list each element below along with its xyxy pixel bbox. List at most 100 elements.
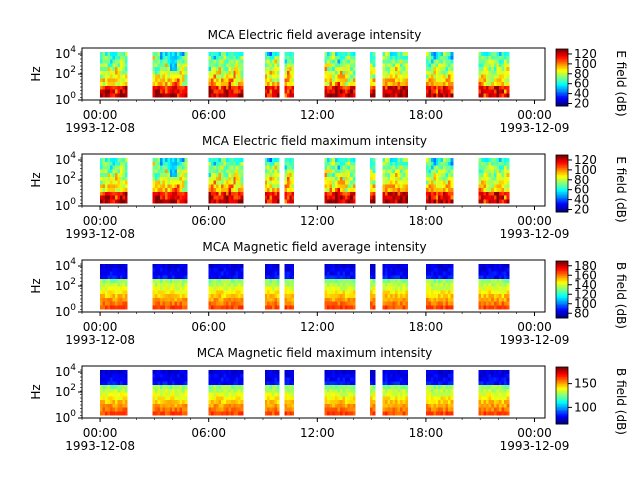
heatmap-cell xyxy=(395,294,399,299)
heatmap-cell xyxy=(225,74,229,79)
heatmap-cell xyxy=(369,297,373,302)
heatmap-cell xyxy=(440,403,444,408)
heatmap-cell xyxy=(504,74,507,79)
heatmap-cell xyxy=(220,173,224,178)
heatmap-cell xyxy=(105,191,108,196)
heatmap-cell xyxy=(445,370,449,375)
heatmap-cell xyxy=(213,176,217,181)
heatmap-cell xyxy=(329,400,333,405)
heatmap-cell xyxy=(172,184,176,189)
heatmap-cell xyxy=(157,271,161,276)
colorbar-step xyxy=(556,296,568,299)
heatmap-cell xyxy=(350,165,354,170)
heatmap-cell xyxy=(169,290,173,295)
colorbar-step xyxy=(556,58,568,61)
heatmap-cell xyxy=(438,59,442,64)
heatmap-cell xyxy=(347,297,351,302)
x-tick-label: 18:00 xyxy=(409,108,444,122)
heatmap-cell xyxy=(230,388,234,393)
heatmap-cell xyxy=(264,381,268,386)
colorbar-step xyxy=(556,66,568,69)
heatmap-cell xyxy=(109,169,113,174)
heatmap-cell xyxy=(342,176,346,181)
heatmap-cell xyxy=(443,396,447,401)
heatmap-cell xyxy=(435,176,439,181)
heatmap-cell xyxy=(274,195,278,200)
heatmap-cell xyxy=(486,63,490,68)
heatmap-cell xyxy=(220,161,224,166)
heatmap-cell xyxy=(274,173,278,178)
heatmap-cell xyxy=(100,89,103,94)
heatmap-cell xyxy=(486,184,490,189)
heatmap-cell xyxy=(438,392,442,397)
heatmap-cell xyxy=(352,286,356,291)
heatmap-cell xyxy=(122,184,126,189)
heatmap-cell xyxy=(174,161,178,166)
heatmap-cell xyxy=(220,191,224,196)
heatmap-cell xyxy=(230,290,234,295)
heatmap-cell xyxy=(504,407,507,412)
heatmap-cell xyxy=(506,377,510,382)
heatmap-cell xyxy=(240,173,244,178)
heatmap-cell xyxy=(164,385,168,390)
heatmap-cell xyxy=(433,267,437,272)
heatmap-cell xyxy=(223,59,227,64)
heatmap-cell xyxy=(448,173,451,178)
heatmap-cell xyxy=(114,279,118,284)
heatmap-cell xyxy=(272,301,275,306)
heatmap-cell xyxy=(352,195,356,200)
heatmap-cell xyxy=(352,93,356,98)
heatmap-cell xyxy=(164,59,168,64)
heatmap-cell xyxy=(478,173,482,178)
heatmap-cell xyxy=(213,165,217,170)
heatmap-cell xyxy=(334,282,338,287)
colorbar-step xyxy=(556,207,568,210)
heatmap-cell xyxy=(478,184,482,189)
heatmap-cell xyxy=(167,78,171,83)
heatmap-cell xyxy=(448,388,451,393)
heatmap-cell xyxy=(286,407,290,412)
heatmap-cell xyxy=(169,301,173,306)
colorbar-step xyxy=(556,101,568,104)
heatmap-cell xyxy=(274,169,278,174)
heatmap-cell xyxy=(448,279,451,284)
heatmap-cell xyxy=(238,290,242,295)
heatmap-cell xyxy=(382,267,386,272)
heatmap-cell xyxy=(169,55,173,60)
heatmap-cell xyxy=(289,52,292,57)
heatmap-cell xyxy=(119,373,123,378)
heatmap-cell xyxy=(172,169,176,174)
heatmap-cell xyxy=(384,191,388,196)
heatmap-cell xyxy=(342,282,346,287)
heatmap-cell xyxy=(491,67,495,72)
heatmap-cell xyxy=(483,89,487,94)
heatmap-cell xyxy=(276,286,280,291)
heatmap-cell xyxy=(157,377,161,382)
heatmap-cell xyxy=(164,180,168,185)
heatmap-cell xyxy=(174,377,178,382)
heatmap-cell xyxy=(119,275,123,280)
heatmap-cell xyxy=(498,396,502,401)
heatmap-cell xyxy=(208,271,212,276)
heatmap-cell xyxy=(395,286,399,291)
heatmap-cell xyxy=(100,381,103,386)
heatmap-cell xyxy=(267,297,271,302)
heatmap-cell xyxy=(342,85,346,90)
heatmap-cell xyxy=(438,70,442,75)
heatmap-cell xyxy=(327,59,331,64)
heatmap-cell xyxy=(384,67,388,72)
x-tick-label: 06:00 xyxy=(191,320,226,334)
heatmap-cell xyxy=(164,176,168,181)
heatmap-cell xyxy=(405,169,409,174)
heatmap-cell xyxy=(400,301,404,306)
heatmap-cell xyxy=(167,301,171,306)
heatmap-cell xyxy=(339,158,343,163)
heatmap-cell xyxy=(119,70,123,75)
heatmap-cell xyxy=(264,67,268,72)
heatmap-cell xyxy=(157,297,161,302)
heatmap-cell xyxy=(159,297,163,302)
heatmap-cell xyxy=(392,411,396,416)
heatmap-cell xyxy=(267,403,271,408)
heatmap-cell xyxy=(448,165,451,170)
heatmap-cell xyxy=(264,400,268,405)
